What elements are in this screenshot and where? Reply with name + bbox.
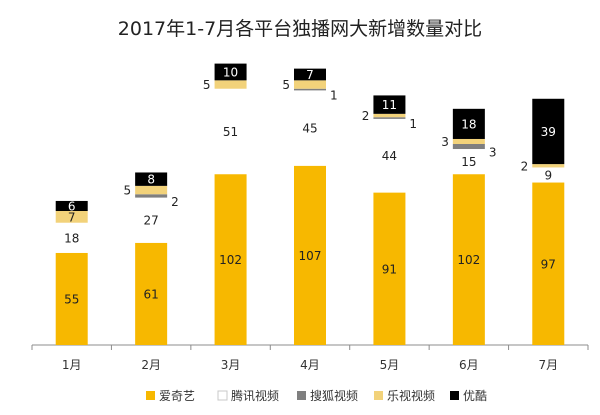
bar-segment: [55, 200, 88, 211]
bar-segment: [373, 95, 406, 114]
data-label: 102: [219, 253, 242, 267]
legend-swatch: [146, 391, 155, 400]
data-label: 97: [541, 257, 556, 271]
data-label: 45: [302, 122, 317, 136]
data-label: 3: [441, 135, 449, 149]
bar-segment: [294, 165, 326, 345]
x-tick-label: 1月: [62, 358, 82, 372]
data-label: 91: [382, 262, 397, 276]
bar-segment: [532, 182, 565, 345]
bar-segment: [135, 242, 168, 345]
bar-segment: [135, 194, 168, 198]
chart-title: 2017年1-7月各平台独播网大新增数量对比: [117, 18, 483, 40]
legend-label: 腾讯视频: [231, 388, 279, 403]
data-label: 1: [409, 117, 417, 131]
data-label: 102: [457, 253, 480, 267]
data-label: 3: [489, 146, 497, 160]
x-tick-label: 4月: [300, 358, 320, 372]
bar-segment: [452, 108, 485, 139]
data-label: 27: [144, 214, 159, 228]
bar-segment: [214, 88, 247, 175]
data-label: 8: [147, 173, 155, 187]
x-tick-label: 6月: [459, 358, 479, 372]
bar-segment: [373, 192, 406, 345]
x-tick-label: 2月: [141, 358, 161, 372]
x-tick-label: 3月: [221, 358, 241, 372]
bar-segment: [452, 174, 485, 345]
data-label: 5: [124, 184, 132, 198]
data-label: 1: [330, 89, 338, 103]
bar-segment: [452, 149, 485, 175]
bar-segment: [294, 88, 326, 91]
data-label: 2: [362, 109, 370, 123]
data-label: 39: [541, 125, 556, 139]
data-label: 107: [299, 249, 322, 263]
bar-segment: [135, 197, 168, 243]
bar-segment: [214, 63, 247, 81]
bar-segment: [452, 144, 485, 150]
data-label: 18: [461, 117, 476, 131]
bar-segment: [294, 68, 326, 81]
data-label: 7: [68, 210, 76, 224]
data-label: 44: [382, 149, 397, 163]
x-tick-label: 7月: [538, 358, 558, 372]
legend-swatch: [374, 391, 383, 400]
data-label: 2: [521, 159, 529, 173]
bar-segment: [294, 90, 326, 166]
bar-segment: [373, 113, 406, 118]
x-tick-label: 5月: [380, 358, 400, 372]
data-label: 9: [544, 168, 552, 182]
bar-segment: [135, 185, 168, 195]
data-label: 2: [171, 195, 179, 209]
legend-swatch: [217, 390, 228, 401]
bar-segment: [373, 117, 406, 119]
bar-segment: [452, 138, 485, 144]
legend-label: 搜狐视频: [310, 388, 358, 403]
bar-segment: [214, 80, 247, 89]
data-label: 55: [64, 292, 79, 306]
data-label: 15: [461, 155, 476, 169]
bar-segment: [294, 80, 326, 89]
data-label: 10: [223, 65, 238, 79]
data-label: 6: [68, 199, 76, 213]
data-label: 7: [306, 68, 314, 82]
bar-segment: [55, 222, 88, 253]
bar-segment: [55, 252, 88, 345]
data-label: 18: [64, 231, 79, 245]
legend-label: 乐视视频: [387, 388, 435, 403]
data-label: 51: [223, 125, 238, 139]
bar-segment: [373, 118, 406, 193]
bar-segment: [135, 172, 168, 186]
data-label: 5: [203, 78, 211, 92]
legend-label: 优酷: [463, 389, 487, 403]
bar-segment: [532, 167, 565, 183]
legend-label: 爱奇艺: [159, 389, 195, 403]
data-label: 61: [144, 287, 159, 301]
bar-segment: [55, 211, 88, 223]
bar-segment: [214, 174, 247, 345]
legend-swatch: [297, 391, 306, 400]
bar-segment: [532, 98, 565, 165]
data-label: 11: [382, 98, 397, 112]
legend-swatch: [450, 391, 459, 400]
bar-segment: [532, 164, 565, 168]
data-label: 5: [282, 78, 290, 92]
